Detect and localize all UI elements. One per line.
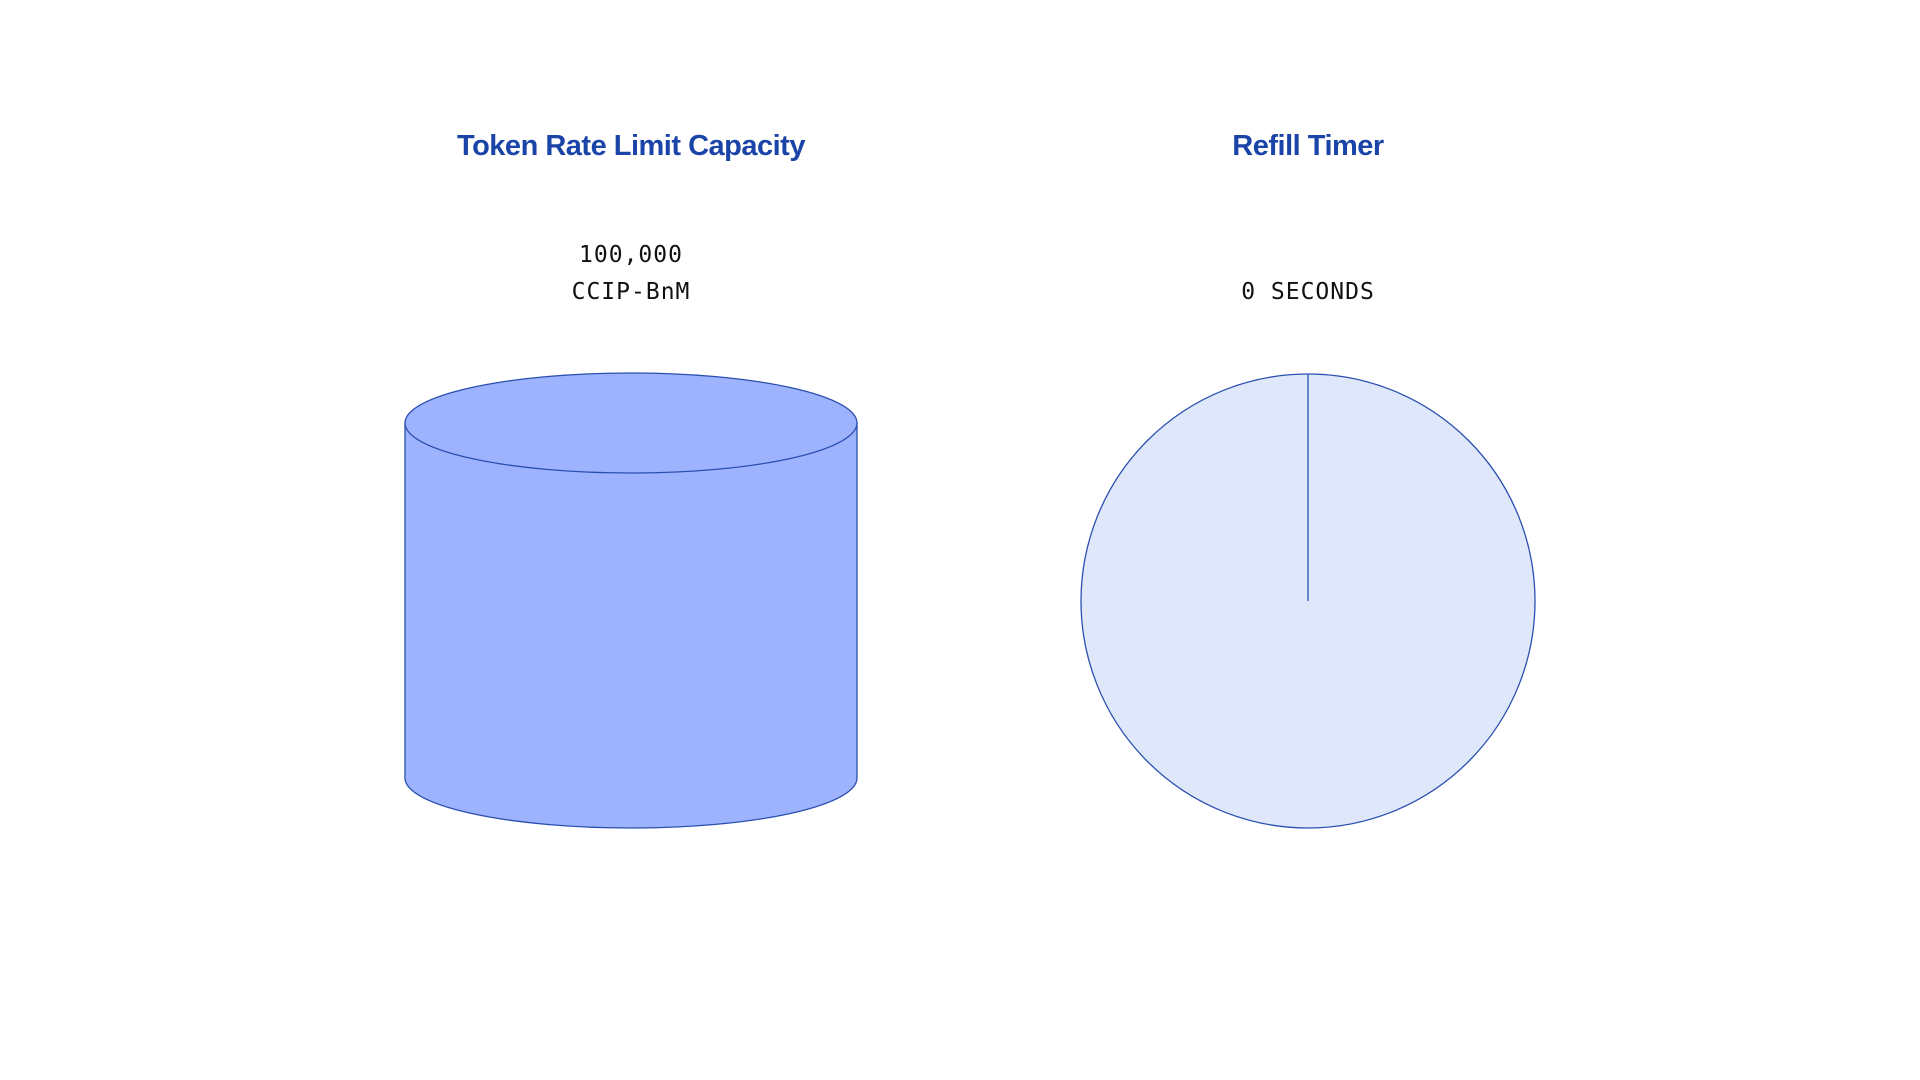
refill-title: Refill Timer	[1232, 130, 1384, 162]
capacity-cylinder	[404, 372, 858, 829]
capacity-amount: 100,000	[579, 242, 683, 268]
capacity-title: Token Rate Limit Capacity	[457, 130, 805, 162]
cylinder-top	[404, 372, 858, 474]
refill-value: 0 SECONDS	[1241, 279, 1375, 305]
cylinder-body	[404, 422, 858, 829]
capacity-token: CCIP-BnM	[571, 279, 691, 305]
refill-timer-dial	[1080, 373, 1536, 829]
